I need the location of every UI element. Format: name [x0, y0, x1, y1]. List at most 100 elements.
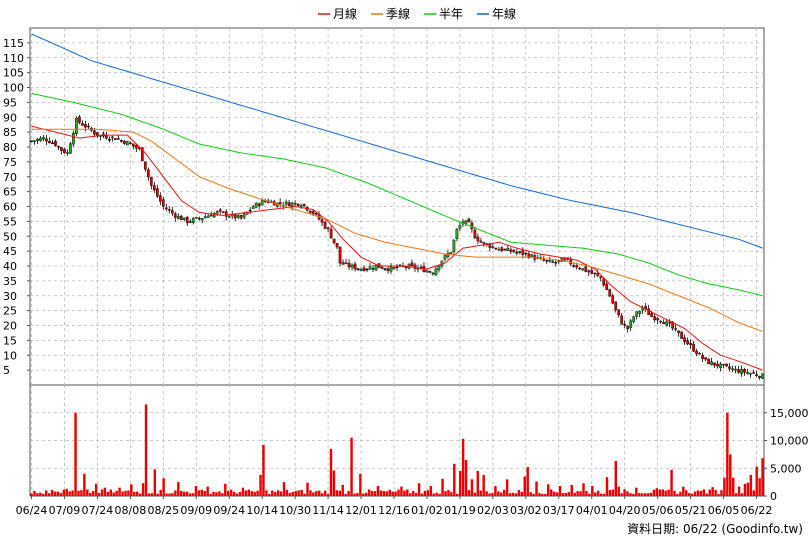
volume-bar: [80, 490, 83, 496]
volume-bar: [441, 478, 444, 496]
volume-bar: [447, 489, 450, 496]
candle-body: [617, 309, 621, 316]
volume-bar: [567, 492, 571, 496]
candle-body: [45, 138, 48, 142]
candle-body: [659, 320, 662, 323]
volume-bar: [761, 458, 764, 496]
candle-body: [197, 217, 201, 220]
candle-body: [734, 368, 737, 371]
volume-bar: [453, 463, 456, 496]
candle-body: [578, 267, 582, 270]
x-tick-label: 12/01: [345, 504, 377, 517]
volume-bar: [165, 493, 168, 496]
candle-body: [39, 137, 42, 141]
volume-bar: [68, 491, 71, 496]
volume-bar: [752, 490, 755, 496]
volume-bar: [227, 490, 230, 496]
volume-bar: [294, 491, 297, 496]
candle-body: [338, 246, 342, 264]
volume-bar: [740, 493, 744, 496]
candle-body: [587, 270, 591, 273]
volume-bar: [409, 493, 412, 496]
volume-bar: [288, 492, 292, 496]
price-y-tick-label: 75: [3, 156, 17, 169]
volume-bar: [508, 493, 512, 496]
volume-bar: [318, 490, 321, 496]
candle-body: [752, 372, 755, 374]
candle-body: [494, 247, 498, 250]
price-y-tick-label: 55: [3, 215, 17, 228]
volume-bar: [171, 493, 174, 496]
candle-body: [428, 271, 432, 273]
volume-bar: [256, 490, 259, 496]
volume-bar: [300, 489, 303, 496]
volume-bar: [500, 492, 503, 496]
volume-bar: [670, 469, 673, 496]
candle-body: [593, 272, 597, 275]
volume-bar: [182, 491, 186, 496]
volume-bar: [30, 493, 33, 496]
volume-y-tick-label: 0: [770, 490, 777, 503]
volume-bar: [71, 490, 74, 496]
candle-body: [491, 246, 495, 248]
candle-body: [653, 316, 656, 321]
volume-bar: [502, 489, 506, 496]
price-y-tick-label: 40: [3, 260, 17, 273]
volume-bar: [112, 492, 115, 496]
volume-bar: [564, 492, 568, 496]
volume-bar: [411, 491, 415, 496]
candle-body: [254, 202, 258, 208]
candle-body: [356, 268, 360, 270]
volume-bar: [602, 493, 606, 496]
volume-bar: [758, 478, 761, 496]
x-tick-label: 12/16: [378, 504, 410, 517]
volume-bar: [224, 483, 227, 496]
data-date-footer: 資料日期: 06/22 (Goodinfo.tw): [627, 522, 803, 536]
candle-body: [320, 219, 324, 223]
candle-body: [105, 135, 108, 139]
volume-bar: [734, 493, 738, 496]
x-tick-label: 09/24: [213, 504, 245, 517]
volume-bar: [42, 493, 45, 496]
candle-body: [335, 243, 339, 248]
x-tick-label: 11/14: [312, 504, 344, 517]
x-tick-label: 07/24: [82, 504, 114, 517]
candle-body: [60, 147, 63, 151]
candle-body: [506, 248, 510, 251]
candle-body: [182, 217, 186, 220]
candle-body: [680, 331, 683, 339]
volume-bar: [185, 491, 189, 496]
volume-bar: [115, 490, 118, 496]
volume-bar: [456, 493, 459, 496]
candle-body: [200, 218, 204, 221]
volume-bar: [723, 477, 726, 496]
volume-bar: [367, 489, 371, 496]
candle-body: [57, 145, 60, 148]
volume-y-axis: 0 5,000 10,000 15,000: [764, 407, 808, 503]
volume-bar: [191, 493, 195, 496]
candle-body: [287, 202, 291, 207]
volume-bar: [253, 491, 256, 496]
volume-bar: [206, 486, 209, 496]
volume-bar: [303, 493, 306, 496]
volume-bar: [573, 492, 576, 496]
price-y-tick-label: 70: [3, 171, 17, 184]
volume-bar: [746, 482, 750, 496]
volume-bar: [329, 448, 333, 496]
candle-body: [329, 228, 333, 239]
candle-body: [323, 222, 327, 229]
volume-bar: [467, 490, 471, 496]
price-y-tick-label: 15: [3, 334, 17, 347]
candle-body: [413, 264, 417, 269]
volume-bar: [541, 493, 544, 496]
volume-bar: [643, 493, 647, 496]
candle-body: [311, 211, 315, 215]
x-axis: 06/24 07/09 07/24 08/08 08/25 09/09 09/24 10/14…: [16, 496, 772, 517]
volume-bar: [59, 493, 63, 496]
candle-body: [144, 161, 147, 170]
candle-body: [251, 206, 255, 209]
candle-body: [521, 249, 525, 255]
volume-gridlines: [30, 385, 764, 496]
volume-bar: [517, 490, 521, 496]
volume-bar: [494, 486, 497, 496]
